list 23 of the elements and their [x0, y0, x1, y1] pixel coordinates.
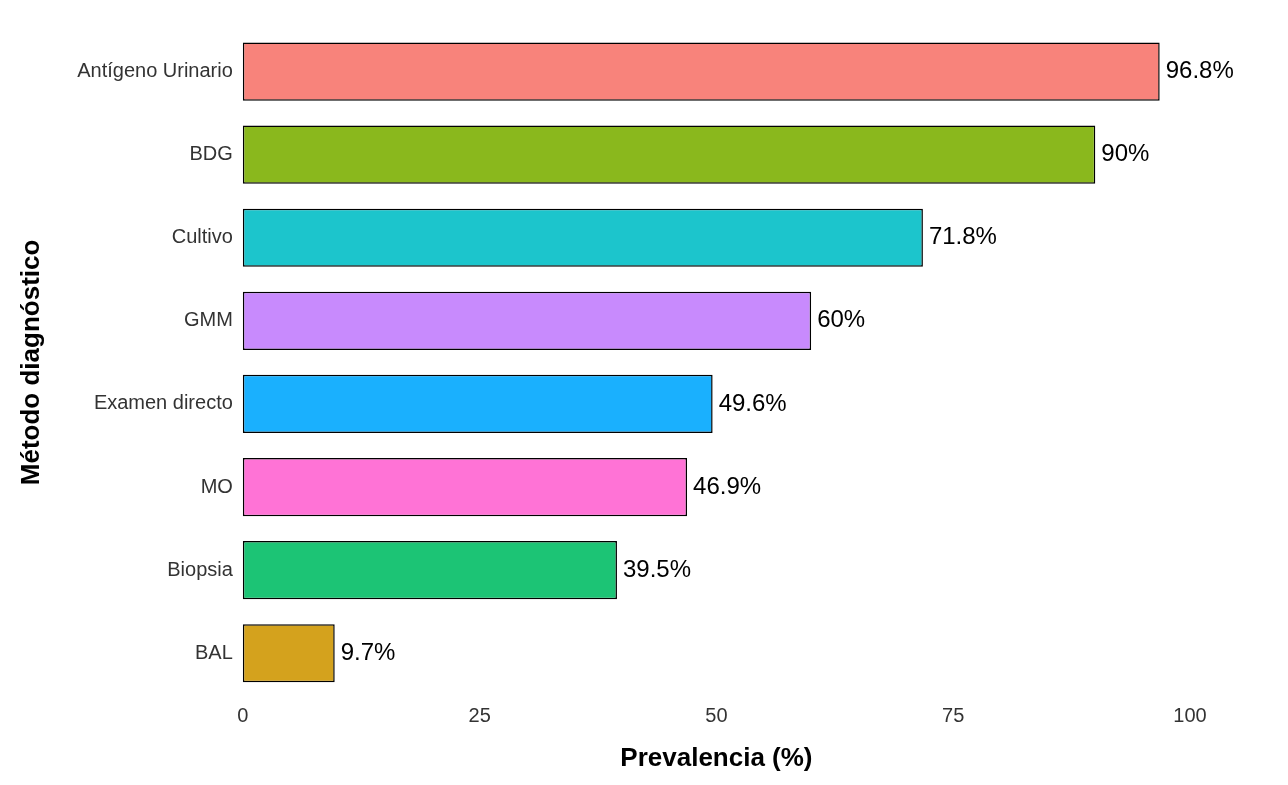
data-label: 96.8%: [1165, 56, 1234, 84]
x-tick-label: 50: [705, 704, 728, 727]
y-tick-label: Antígeno Urinario: [77, 59, 233, 82]
data-label: 46.9%: [693, 471, 762, 499]
x-tick-label: 75: [942, 704, 965, 727]
x-tick-label: 100: [1173, 704, 1207, 727]
data-label: 90%: [1101, 139, 1150, 167]
y-tick-label: GMM: [183, 308, 233, 331]
data-label: 71.8%: [928, 222, 997, 250]
data-label: 49.6%: [718, 388, 787, 416]
data-label: 9.7%: [340, 637, 396, 665]
data-label: 39.5%: [622, 554, 692, 582]
y-tick-label: MO: [200, 474, 233, 497]
y-tick-label: BDG: [189, 142, 233, 165]
x-axis-title: Prevalencia (%): [620, 741, 813, 772]
x-tick-label: 25: [468, 704, 491, 727]
data-label: 60%: [817, 305, 866, 333]
y-tick-label: Biopsia: [167, 557, 234, 580]
y-tick-label: Examen directo: [93, 391, 233, 414]
x-tick-label: 0: [237, 704, 249, 727]
y-axis-title: Método diagnóstico: [14, 239, 45, 486]
y-tick-label: BAL: [195, 640, 233, 663]
y-tick-label: Cultivo: [171, 225, 233, 248]
